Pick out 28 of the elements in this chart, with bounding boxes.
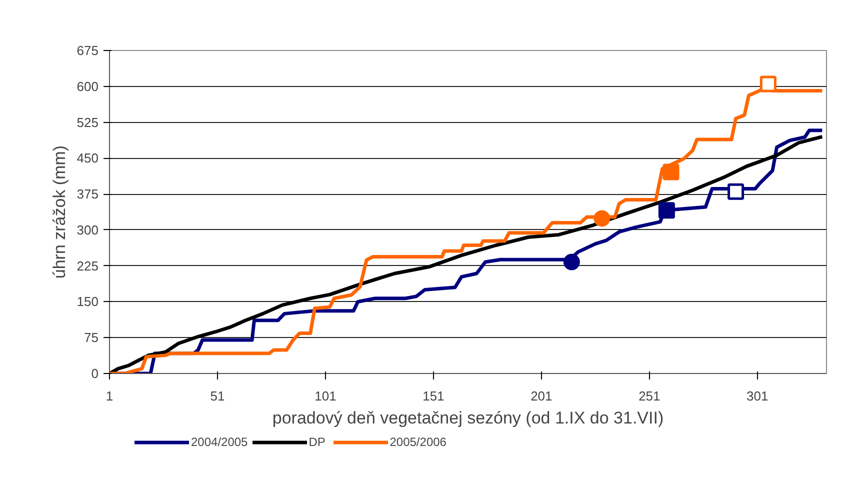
y-axis-title: úhrn zrážok (mm) bbox=[50, 145, 69, 279]
point bbox=[563, 254, 580, 270]
point bbox=[658, 202, 675, 219]
x-tick-label: 101 bbox=[314, 388, 336, 404]
legend-label: DP bbox=[308, 435, 326, 449]
x-tick-label: 251 bbox=[638, 388, 660, 404]
point bbox=[760, 76, 776, 92]
point bbox=[594, 210, 610, 227]
y-tick-label: 225 bbox=[76, 258, 99, 274]
y-tick-label: 75 bbox=[84, 330, 99, 346]
y-tick-label: 600 bbox=[76, 78, 99, 94]
legend-label: 2004/2005 bbox=[191, 435, 248, 449]
y-tick-label: 675 bbox=[76, 43, 99, 58]
x-tick-label: 301 bbox=[746, 388, 768, 404]
x-tick-label: 151 bbox=[422, 388, 444, 404]
y-tick-label: 525 bbox=[76, 114, 99, 130]
y-tick-label: 375 bbox=[76, 186, 99, 202]
legend-label: 2005/2006 bbox=[390, 435, 446, 449]
x-tick-label: 1 bbox=[106, 388, 114, 404]
x-tick-label: 51 bbox=[210, 388, 225, 404]
x-axis-title: poradový deň vegetačnej sezóny (od 1.IX do 31.VII) bbox=[272, 408, 664, 428]
y-tick-label: 0 bbox=[91, 366, 99, 381]
y-tick-label: 450 bbox=[76, 150, 99, 166]
point bbox=[662, 164, 680, 180]
x-tick-label: 201 bbox=[530, 388, 552, 404]
y-tick-label: 300 bbox=[76, 222, 99, 238]
y-tick-label: 150 bbox=[76, 294, 99, 310]
point bbox=[728, 183, 744, 200]
